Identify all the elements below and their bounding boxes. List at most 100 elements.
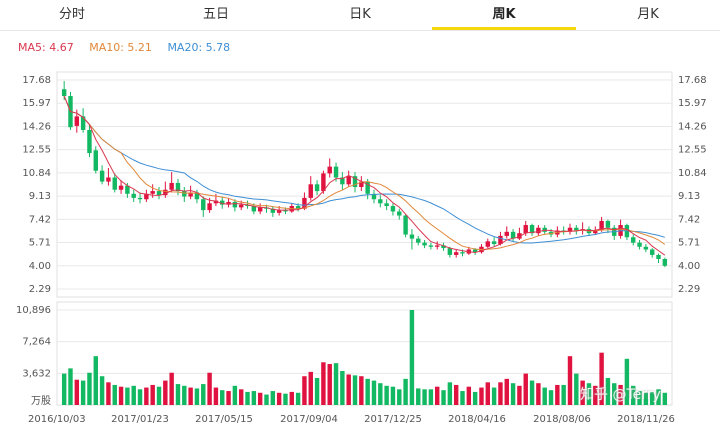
candle-body <box>359 181 364 188</box>
volume-bar <box>220 390 225 405</box>
x-axis-label: 2018/04/16 <box>448 414 506 425</box>
ma20-legend: MA20: 5.78 <box>167 41 231 54</box>
volume-bar <box>504 378 509 405</box>
volume-bar <box>175 384 181 405</box>
ma5-legend: MA5: 4.67 <box>18 41 74 54</box>
price-tick-label-right: 10.84 <box>678 168 707 179</box>
volume-bar <box>99 376 105 405</box>
candle-body <box>605 220 611 228</box>
candle-body <box>435 245 440 247</box>
x-axis-label: 2017/01/23 <box>111 414 169 425</box>
tab-five-day[interactable]: 五日 <box>202 7 229 22</box>
volume-bar <box>548 390 554 405</box>
volume-bar <box>643 392 649 405</box>
candle-body <box>87 129 92 154</box>
candle-body <box>276 210 282 213</box>
volume-bar <box>194 388 200 405</box>
price-tick-label-left: 12.55 <box>22 145 51 156</box>
volume-bar <box>612 383 617 405</box>
volume-bar <box>580 380 585 405</box>
candle-body <box>182 191 187 197</box>
candle-body <box>447 248 453 255</box>
volume-bar <box>327 364 332 405</box>
volume-bar <box>605 377 611 405</box>
candle-body <box>163 189 168 196</box>
volume-bar <box>397 389 402 405</box>
volume-bar <box>308 371 313 405</box>
x-axis-label: 2018/11/26 <box>617 414 675 425</box>
candle-body <box>574 227 579 231</box>
volume-bar <box>472 391 478 405</box>
volume-bar <box>498 382 503 405</box>
candle-body <box>321 173 326 192</box>
candle-body <box>131 193 136 198</box>
volume-bar <box>371 380 377 405</box>
ma20-line <box>63 95 665 244</box>
candle-body <box>283 210 288 212</box>
volume-bar <box>491 387 497 405</box>
volume-tick-label: 3,632 <box>22 368 51 379</box>
volume-bar <box>61 373 67 405</box>
volume-bar <box>352 375 358 405</box>
volume-bar <box>207 372 212 405</box>
volume-bar <box>321 362 326 405</box>
price-tick-label-left: 10.84 <box>22 168 51 179</box>
tab-daily-k[interactable]: 日K <box>349 7 371 22</box>
candle-body <box>188 192 193 197</box>
candle-body <box>403 215 408 235</box>
x-axis-label: 2017/05/15 <box>195 414 253 425</box>
candle-body <box>599 220 604 231</box>
volume-bar <box>359 376 364 405</box>
volume-bar <box>264 394 269 405</box>
volume-bar <box>510 383 516 405</box>
price-tick-label-right: 9.13 <box>678 191 700 202</box>
candle-body <box>637 242 642 247</box>
price-tick-label-left: 2.29 <box>29 284 51 295</box>
candle-body <box>118 185 124 190</box>
volume-bar <box>416 388 421 405</box>
volume-bar <box>561 384 566 405</box>
tab-intraday[interactable]: 分时 <box>58 7 85 22</box>
volume-bar <box>137 389 143 405</box>
volume-bar <box>447 382 453 405</box>
candle-body <box>460 252 465 254</box>
candle-body <box>80 116 86 130</box>
volume-bar <box>201 384 206 405</box>
volume-bar <box>409 310 415 405</box>
candle-body <box>453 252 459 255</box>
candle-body <box>226 201 231 205</box>
volume-bar <box>182 385 187 405</box>
volume-tick-label: 10,896 <box>16 305 51 316</box>
volume-bar <box>631 385 636 405</box>
volume-bar <box>169 372 174 405</box>
volume-frame <box>56 301 673 406</box>
candle-body <box>485 241 491 247</box>
volume-bar <box>593 385 598 405</box>
candle-body <box>175 182 181 192</box>
volume-bar <box>163 380 168 405</box>
candle-body <box>112 177 117 190</box>
price-tick-label-right: 5.71 <box>678 238 700 249</box>
candle-body <box>643 246 649 250</box>
x-axis-label: 2017/12/25 <box>364 414 422 425</box>
price-tick-label-left: 17.68 <box>22 75 51 86</box>
candle-body <box>517 233 522 239</box>
volume-bar <box>302 376 307 405</box>
candle-body <box>156 191 162 196</box>
candle-body <box>340 177 345 185</box>
candle-body <box>251 206 257 212</box>
price-tick-label-right: 12.55 <box>678 145 707 156</box>
candle-body <box>510 231 516 239</box>
price-tick-label-right: 15.97 <box>678 98 707 109</box>
volume-bar <box>517 385 522 405</box>
tab-monthly-k[interactable]: 月K <box>637 7 659 22</box>
candle-body <box>201 199 206 211</box>
volume-bar <box>238 389 244 405</box>
volume-bar <box>144 387 149 405</box>
candle-body <box>428 245 434 247</box>
tab-weekly-k[interactable]: 周K <box>432 0 576 30</box>
candle-body <box>194 192 200 200</box>
candle-body <box>498 235 503 245</box>
candle-body <box>270 208 276 213</box>
x-axis-label: 2017/09/04 <box>280 414 338 425</box>
